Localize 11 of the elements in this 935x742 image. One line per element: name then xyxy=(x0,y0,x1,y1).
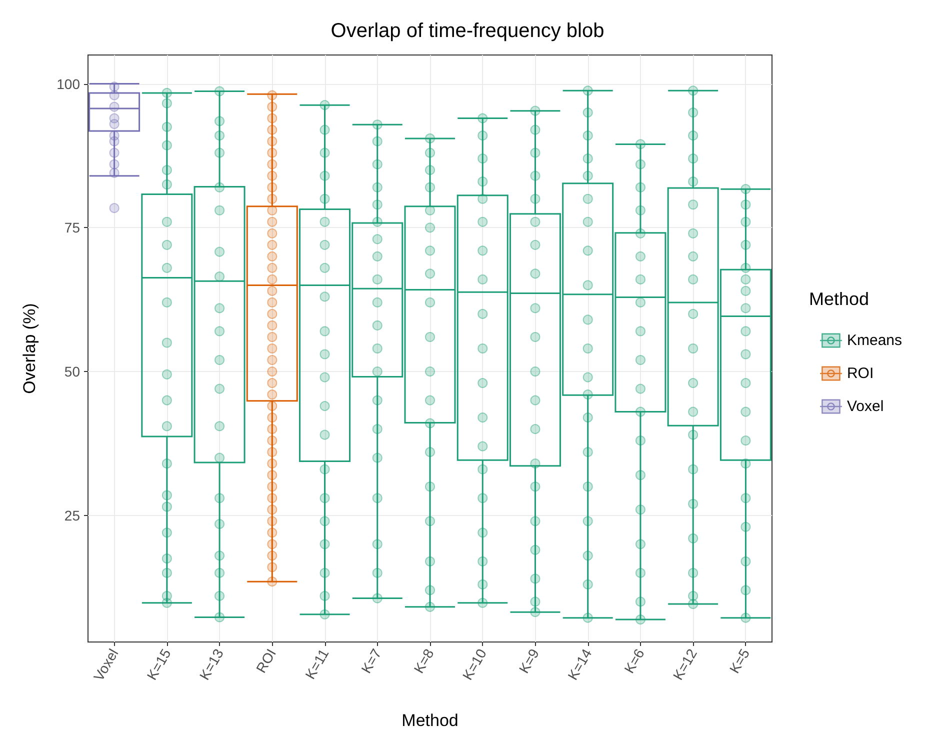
y-tick-label: 50 xyxy=(64,364,80,380)
y-tick-label: 100 xyxy=(56,76,80,92)
y-tick-label: 25 xyxy=(64,507,80,524)
legend-label: Kmeans xyxy=(846,332,902,349)
y-tick-label: 75 xyxy=(64,220,80,236)
x-axis-title: Method xyxy=(402,711,458,730)
legend-label: ROI xyxy=(846,365,874,382)
y-axis-title: Overlap (%) xyxy=(20,303,39,394)
legend-label: Voxel xyxy=(846,398,884,415)
chart-title: Overlap of time-frequency blob xyxy=(330,20,604,42)
legend-title: Method xyxy=(808,289,870,309)
